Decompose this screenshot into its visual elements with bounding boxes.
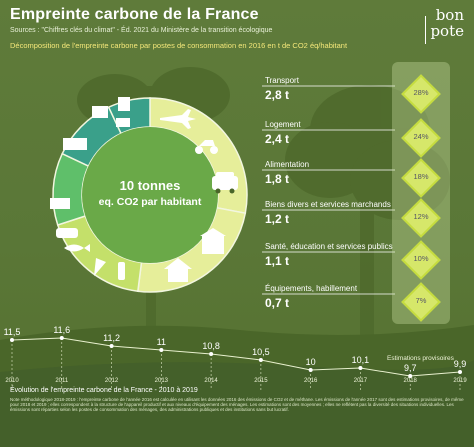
timeline-point-9 <box>458 370 462 374</box>
category-label-5: Équipements, habillement <box>265 284 358 293</box>
timeline-value-6: 10 <box>306 357 316 367</box>
category-label-1: Logement <box>265 120 301 129</box>
timeline-year-1: 2011 <box>55 378 69 384</box>
category-value-5: 0,7 t <box>265 296 290 310</box>
ground-front <box>0 360 474 447</box>
timeline-point-8 <box>408 374 413 378</box>
house-icon <box>164 258 192 282</box>
category-value-2: 1,8 t <box>265 172 290 186</box>
center-total: 10 tonnes <box>119 178 181 193</box>
percent-label-5: 7% <box>415 296 427 305</box>
timeline-year-8: 2018 <box>404 378 418 384</box>
timeline-value-7: 10,1 <box>352 355 370 365</box>
page-title: Empreinte carbone de la France <box>10 6 259 23</box>
footnote: Note méthodologique 2018-2019 : l'emprei… <box>10 397 464 412</box>
truck-icon <box>50 198 70 209</box>
scooter-icon <box>195 140 218 154</box>
category-label-0: Transport <box>265 76 299 85</box>
timeline-value-0: 11,5 <box>4 327 21 337</box>
brand-line1: bon <box>435 6 464 24</box>
timeline-value-9: 9,9 <box>454 359 467 369</box>
timeline-year-4: 2014 <box>204 378 218 384</box>
timeline-point-2 <box>109 344 114 348</box>
timeline-line <box>11 337 461 377</box>
timeline-value-2: 11,2 <box>103 333 120 343</box>
timeline-year-5: 2015 <box>254 378 268 384</box>
percent-label-0: 28% <box>413 88 429 97</box>
timeline-year-9: 2019 <box>453 378 467 384</box>
percent-label-1: 24% <box>413 132 429 141</box>
fish-icon <box>64 244 90 252</box>
category-value-1: 2,4 t <box>265 132 290 146</box>
timeline-point-0 <box>10 338 14 342</box>
category-value-0: 2,8 t <box>265 88 290 102</box>
brand-line2: pote <box>430 22 464 40</box>
category-value-3: 1,2 t <box>265 212 290 226</box>
timeline-year-6: 2016 <box>304 378 318 384</box>
percent-label-2: 18% <box>413 172 429 181</box>
chart-subtitle: Décomposition de l'empreinte carbone par… <box>10 41 348 50</box>
laptop-icon <box>116 118 130 127</box>
timeline-year-3: 2013 <box>155 378 169 384</box>
percent-label-3: 12% <box>413 212 429 221</box>
washing-machine-icon <box>118 97 130 111</box>
building-icon <box>200 228 226 254</box>
center-unit: eq. CO2 par habitant <box>98 196 202 208</box>
timeline-chart: 11,5 2010 11,6 2011 11,2 2012 11 2013 10,8 2014 10… <box>4 325 467 390</box>
car-icon <box>212 172 238 194</box>
timeline-year-7: 2017 <box>354 378 368 384</box>
timeline-value-8: 9,7 <box>404 363 417 373</box>
category-label-3: Biens divers et services marchands <box>265 200 391 209</box>
estimation-note: Estimations provisoires <box>387 355 454 362</box>
sources-text: Sources : "Chiffres clés du climat" - Éd… <box>10 27 273 34</box>
carrot-icon <box>94 258 106 276</box>
timeline-point-4 <box>209 352 214 356</box>
timeline-title: Évolution de l'empreinte carbone de la F… <box>10 387 198 394</box>
timeline-value-5: 10,5 <box>252 347 270 357</box>
brand-logo: bon pote <box>425 6 464 44</box>
category-label-4: Santé, éducation et services publics <box>265 242 393 251</box>
timeline-year-2: 2012 <box>105 378 119 384</box>
timeline-point-6 <box>308 368 313 372</box>
brand-stick <box>425 16 426 44</box>
connector-lines <box>262 85 395 295</box>
timeline-value-3: 11 <box>157 337 166 347</box>
ring-icons <box>50 97 238 282</box>
category-label-2: Alimentation <box>265 160 310 169</box>
timeline-point-1 <box>59 336 64 340</box>
timeline-value-1: 11,6 <box>53 325 70 335</box>
donut-center <box>82 127 218 263</box>
timeline-point-7 <box>358 366 363 370</box>
timeline-value-4: 10,8 <box>202 341 220 351</box>
category-value-4: 1,1 t <box>265 254 290 268</box>
timeline-point-3 <box>159 348 164 352</box>
bottle-icon <box>118 262 125 280</box>
airplane-icon <box>160 109 196 129</box>
timeline-point-5 <box>258 358 263 362</box>
timeline-year-0: 2010 <box>5 378 19 384</box>
tv-icon <box>92 106 108 118</box>
cow-icon <box>56 228 78 238</box>
ambulance-icon <box>63 138 87 150</box>
percent-label-4: 10% <box>413 254 429 263</box>
